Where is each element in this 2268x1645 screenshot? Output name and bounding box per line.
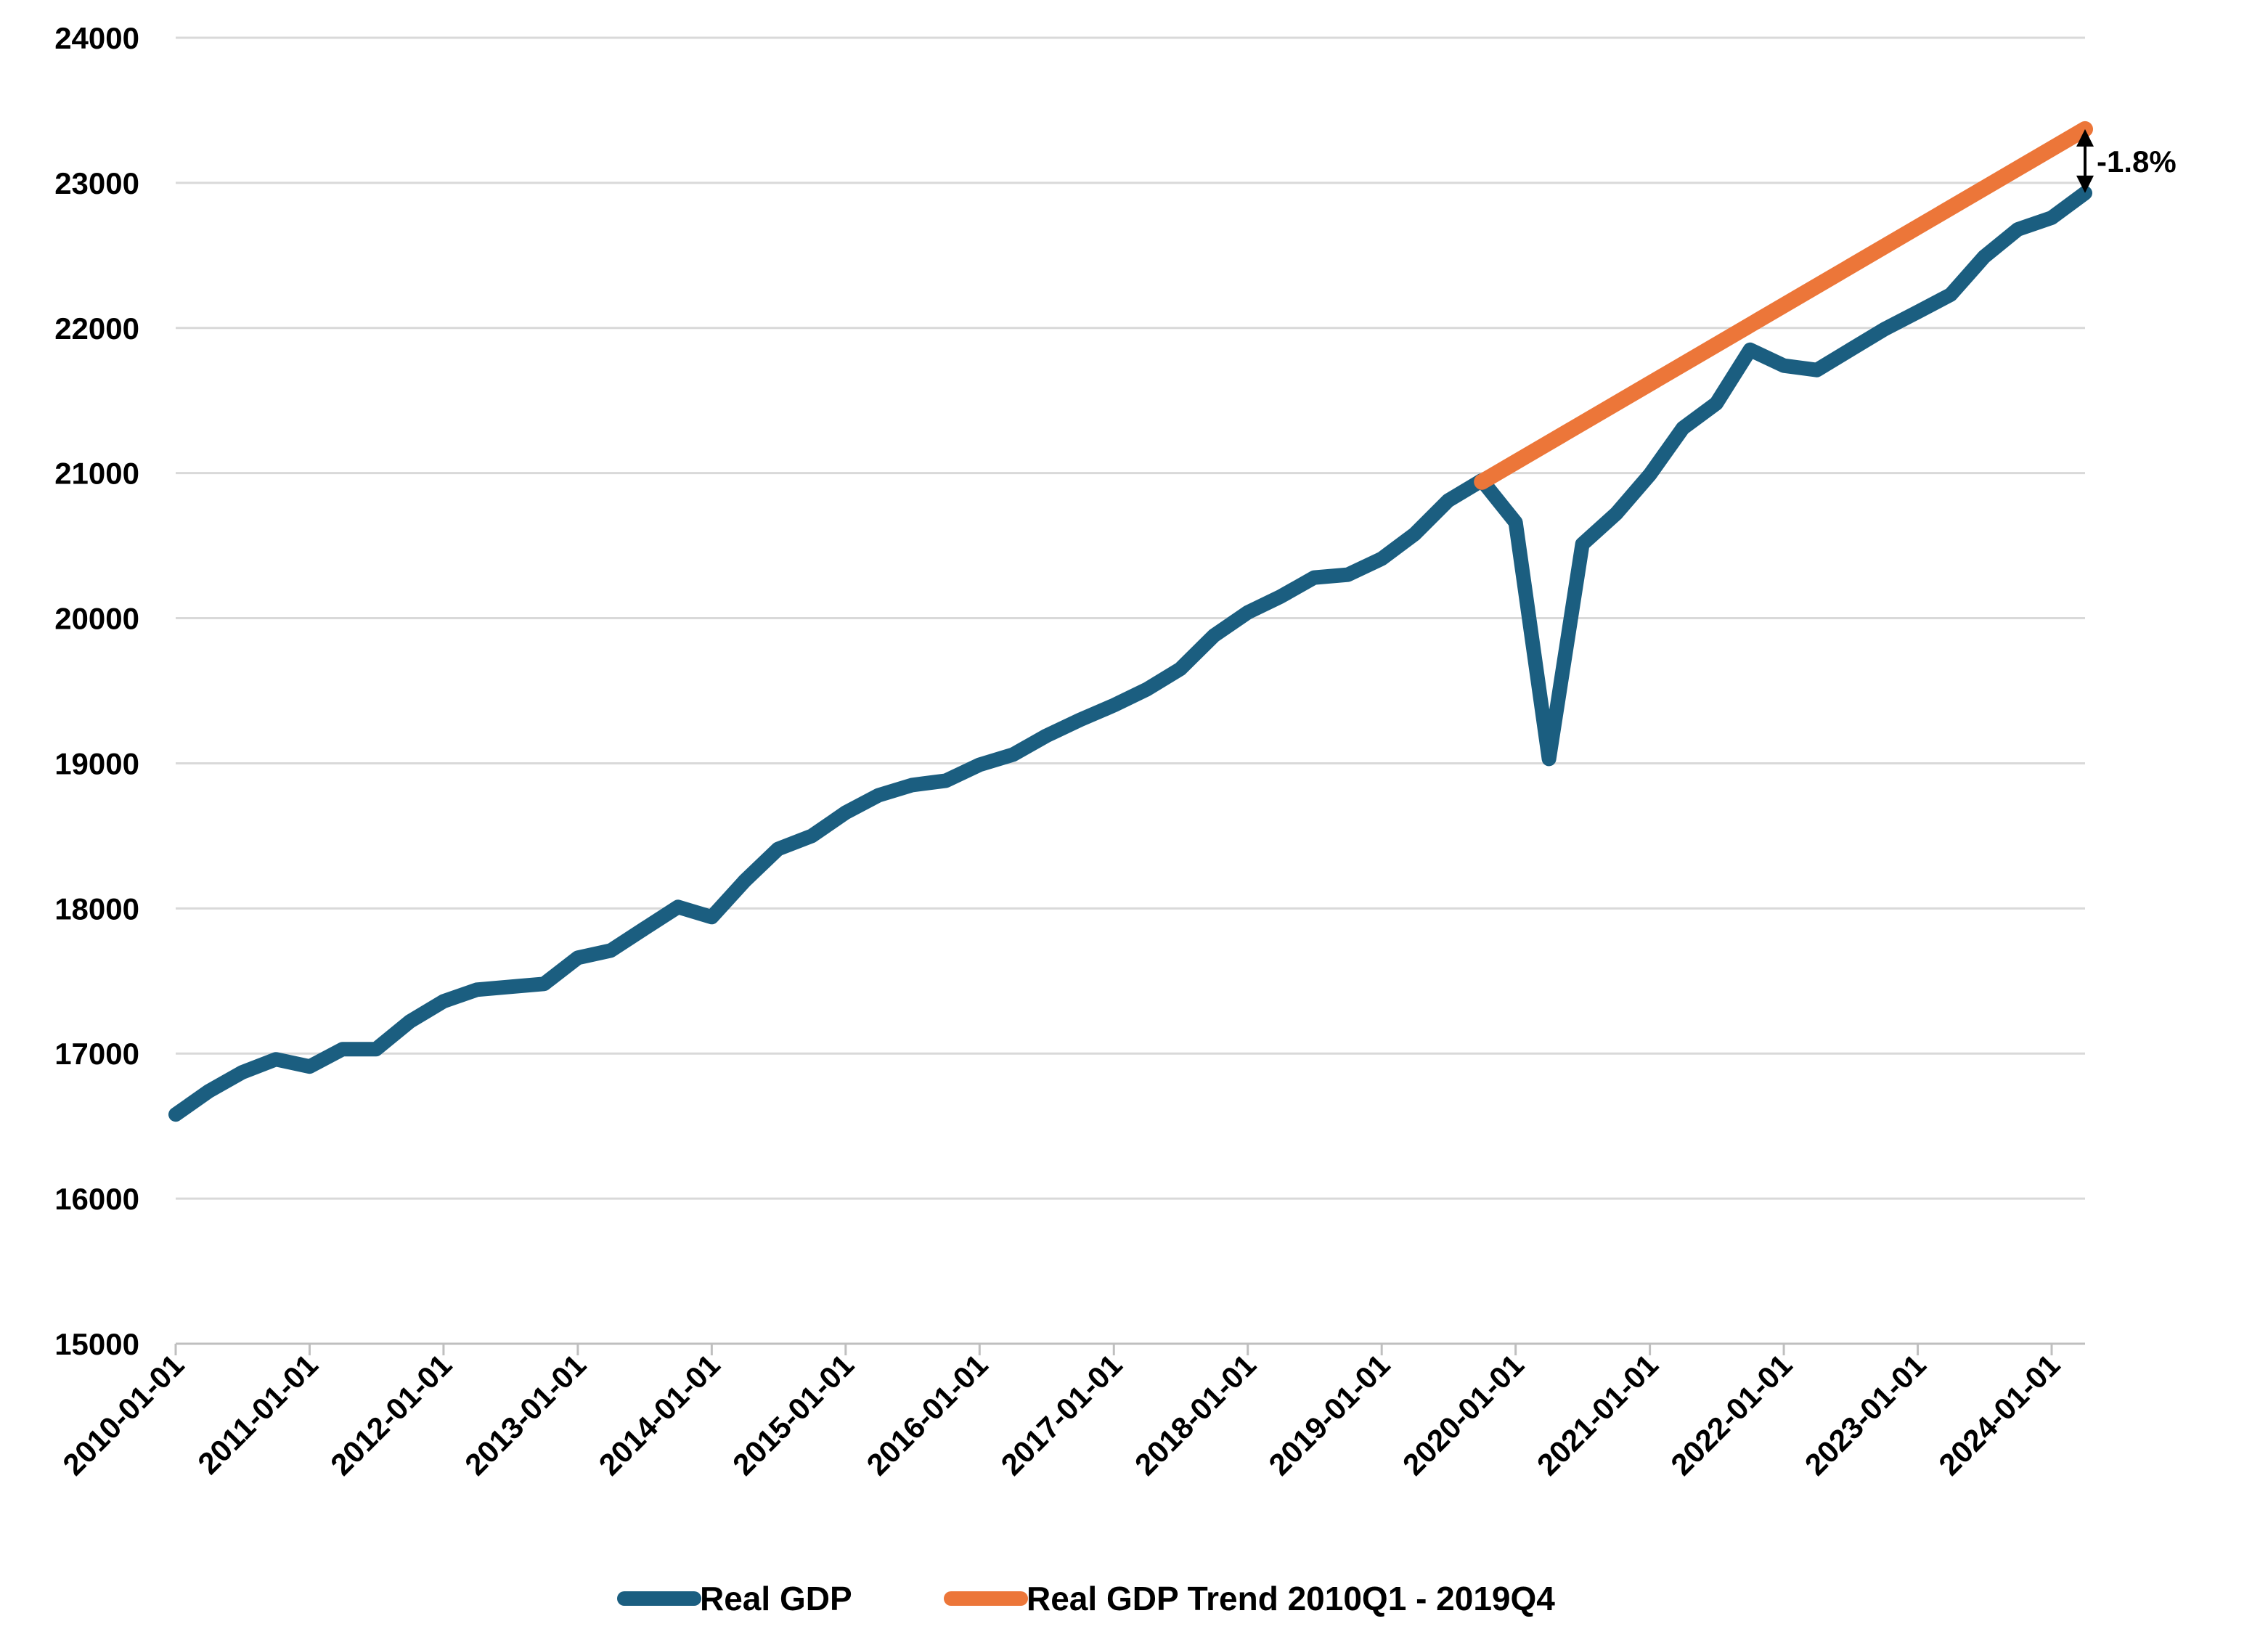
y-tick-label: 24000 [54, 21, 139, 55]
x-tick-label: 2016-01-01 [860, 1347, 995, 1482]
gridlines [176, 36, 2085, 1200]
y-tick-label: 22000 [54, 311, 139, 346]
series-line-real-gdp [168, 185, 2092, 1122]
legend-label-real-gdp: Real GDP [700, 1580, 852, 1617]
x-tick-label: 2018-01-01 [1128, 1347, 1263, 1482]
x-axis: 2010-01-01 2011-01-01 2012-01-01 2013-01-01… [56, 1342, 2085, 1482]
y-tick-label: 21000 [54, 457, 139, 491]
x-tick-label: 2013-01-01 [458, 1347, 592, 1482]
x-tick-label: 2011-01-01 [191, 1347, 325, 1481]
plot-area [168, 121, 2093, 1122]
y-axis: 15000 16000 17000 18000 19000 20000 21000 22000… [54, 21, 139, 1361]
y-tick-label: 17000 [54, 1037, 139, 1071]
y-tick-label: 15000 [54, 1327, 139, 1361]
x-tick-label: 2012-01-01 [324, 1347, 458, 1482]
x-tick-label: 2014-01-01 [592, 1347, 727, 1482]
gap-annotation-label: -1.8% [2097, 144, 2177, 179]
y-tick-label: 16000 [54, 1182, 139, 1216]
y-tick-label: 23000 [54, 166, 139, 200]
x-tick-label: 2022-01-01 [1664, 1347, 1798, 1482]
x-tick-label: 2023-01-01 [1798, 1347, 1933, 1482]
gap-arrow-head-up [2076, 128, 2094, 147]
x-tick-label: 2015-01-01 [726, 1347, 860, 1482]
x-tick-label: 2019-01-01 [1262, 1347, 1396, 1482]
legend: Real GDP Real GDP Trend 2010Q1 - 2019Q4 [617, 1580, 1555, 1617]
legend-label-real-gdp-trend: Real GDP Trend 2010Q1 - 2019Q4 [1027, 1580, 1555, 1617]
x-tick-label: 2021-01-01 [1530, 1347, 1665, 1482]
x-tick-label: 2017-01-01 [994, 1347, 1128, 1482]
series-line-real-gdp-trend [1474, 121, 2093, 490]
x-tick-label: 2020-01-01 [1396, 1347, 1530, 1482]
y-tick-label: 18000 [54, 891, 139, 926]
y-tick-label: 20000 [54, 602, 139, 636]
y-tick-label: 19000 [54, 746, 139, 780]
x-tick-label: 2024-01-01 [1932, 1347, 2066, 1482]
x-tick-label: 2010-01-01 [56, 1347, 190, 1482]
gap-annotation: -1.8% [2076, 128, 2177, 193]
gap-arrow-head-down [2076, 175, 2094, 193]
